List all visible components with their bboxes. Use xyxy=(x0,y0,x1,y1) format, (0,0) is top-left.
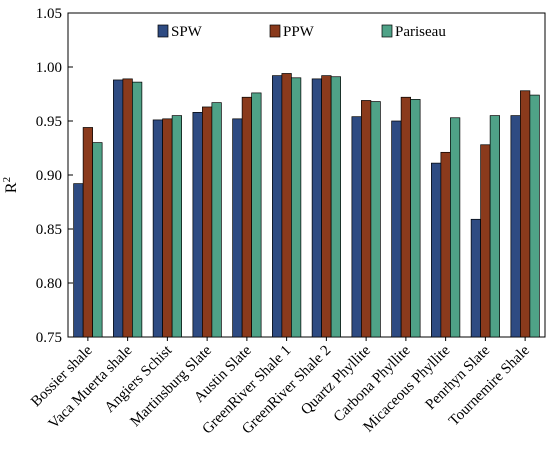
y-axis: 0.75 0.80 0.85 0.90 0.95 1.00 1.05 xyxy=(36,6,73,346)
bar-spw-12 xyxy=(510,115,521,338)
legend-swatch-ppw xyxy=(269,24,281,38)
bar-ppw-2 xyxy=(122,78,133,338)
y-tick-label: 0.85 xyxy=(36,222,62,238)
bar-spw-11 xyxy=(470,218,481,338)
plot-area xyxy=(67,12,546,338)
bar-spw-4 xyxy=(192,112,203,338)
legend-label-ppw: PPW xyxy=(283,24,315,40)
y-tick-label: 0.75 xyxy=(36,330,62,346)
bar-pariseau-6 xyxy=(291,77,302,338)
bar-ppw-3 xyxy=(162,118,173,338)
bar-spw-9 xyxy=(391,120,402,338)
y-tick-label: 1.05 xyxy=(36,6,62,22)
bar-ppw-11 xyxy=(480,144,491,338)
bar-spw-5 xyxy=(232,118,243,338)
bar-spw-2 xyxy=(113,79,124,338)
legend-swatch-pariseau xyxy=(381,24,393,38)
bar-pariseau-5 xyxy=(251,92,262,338)
bar-pariseau-3 xyxy=(171,115,182,338)
bar-spw-3 xyxy=(152,119,163,338)
bar-ppw-1 xyxy=(82,127,93,338)
bar-ppw-6 xyxy=(281,73,292,338)
bar-ppw-12 xyxy=(520,90,531,338)
bar-pariseau-11 xyxy=(489,115,500,338)
bar-pariseau-10 xyxy=(450,117,461,338)
bar-pariseau-8 xyxy=(370,101,381,338)
bar-pariseau-12 xyxy=(529,94,540,338)
bar-ppw-7 xyxy=(321,75,332,338)
y-tick-label: 0.90 xyxy=(36,168,62,184)
bar-spw-1 xyxy=(73,183,84,338)
legend-swatch-spw xyxy=(157,24,169,38)
bar-spw-8 xyxy=(351,116,362,338)
x-tick-label: Quartz Phyllite xyxy=(298,342,374,418)
y-tick-label: 0.95 xyxy=(36,114,62,130)
bar-pariseau-1 xyxy=(92,142,103,338)
y-tick-label: 0.80 xyxy=(36,276,62,292)
legend-label-pariseau: Pariseau xyxy=(395,24,446,40)
bar-pariseau-7 xyxy=(330,76,341,338)
legend: SPW PPW Pariseau xyxy=(157,24,446,40)
bar-ppw-5 xyxy=(241,96,252,338)
bar-ppw-10 xyxy=(440,151,451,338)
bar-spw-10 xyxy=(431,162,442,338)
y-tick-label: 1.00 xyxy=(36,60,62,76)
bar-spw-7 xyxy=(311,78,322,338)
y-axis-label: R2 xyxy=(1,177,20,193)
bar-spw-6 xyxy=(272,75,283,338)
bar-ppw-8 xyxy=(361,100,372,338)
bar-pariseau-4 xyxy=(211,102,222,338)
bar-ppw-9 xyxy=(400,96,411,338)
bar-ppw-4 xyxy=(202,106,213,338)
bar-pariseau-2 xyxy=(132,81,143,338)
legend-label-spw: SPW xyxy=(171,24,203,40)
bar-pariseau-9 xyxy=(410,99,421,338)
